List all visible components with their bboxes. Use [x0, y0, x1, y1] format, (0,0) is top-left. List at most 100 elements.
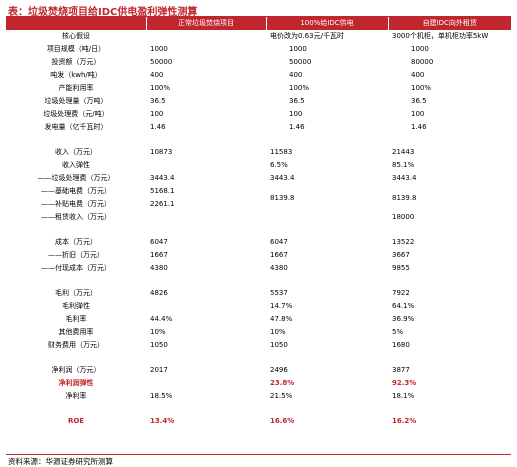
spacer-row [6, 403, 511, 415]
row-label: 发电量（亿千瓦时） [44, 123, 108, 131]
table-row: 毛利率 44.4% 47.8% 36.9% [6, 313, 511, 326]
row-label: 产能利用率 [58, 84, 94, 92]
header-cell: 100%给IDC供电 [265, 17, 388, 30]
table-row: 发电量（亿千瓦时） 1.46 1.46 1.46 [6, 121, 511, 134]
cell: 1680 [392, 341, 410, 349]
cell: 4380 [270, 264, 288, 272]
cell: 21443 [392, 148, 415, 156]
table-row: 项目规模（吨/日） 1000 1000 1000 [6, 43, 511, 56]
cell: 100 [150, 110, 164, 118]
cell: 13522 [392, 238, 415, 246]
cell: 16.2% [392, 417, 417, 425]
row-label: 吨发（kwh/吨） [50, 71, 102, 79]
table-row: 收入（万元） 10873 11583 21443 [6, 146, 511, 159]
cell: 1.46 [150, 123, 166, 131]
merged-cell: 8139.8 [392, 193, 417, 202]
table-row: 垃圾处理量（万吨） 36.5 36.5 36.5 [6, 95, 511, 108]
cell: 3443.4 [392, 174, 417, 182]
table-row: 毛利弹性 14.7% 64.1% [6, 300, 511, 313]
table-row: 吨发（kwh/吨） 400 400 400 [6, 69, 511, 82]
spacer-row [6, 275, 511, 287]
cell [146, 30, 266, 43]
table-row: ——付现成本（万元） 4380 4380 9855 [6, 262, 511, 275]
cell: 50000 [150, 58, 173, 66]
assumption-row: 核心假设 电价改为0.63元/千瓦时 3000个机柜，单机柜功率5kW [6, 30, 511, 43]
row-label: 毛利率 [65, 315, 87, 323]
row-label: ——租赁收入（万元） [41, 213, 111, 221]
cell: 11583 [270, 148, 293, 156]
table-row: ——基础电费（万元） 5168.1 8139.8 8139.8 [6, 185, 511, 202]
cell: 2017 [150, 366, 168, 374]
cell [146, 377, 266, 390]
cell: 3000个机柜，单机柜功率5kW [392, 32, 489, 40]
row-label: 净利率 [65, 392, 87, 400]
table-row: 其他费用率 10% 10% 5% [6, 326, 511, 339]
cell: 5168.1 [150, 187, 175, 195]
header-cell: 正常垃圾焚烧项目 [145, 17, 266, 30]
cell: 5% [392, 328, 404, 336]
cell: 13.4% [150, 417, 175, 425]
title-rule [6, 16, 511, 17]
cell: 36.5 [411, 97, 427, 105]
row-label: 财务费用（万元） [48, 341, 104, 349]
row-label: 净利润（万元） [51, 366, 101, 374]
cell: 44.4% [150, 315, 173, 323]
cell: 1667 [150, 251, 168, 259]
cell: 18.5% [150, 392, 173, 400]
cell: 50000 [289, 58, 312, 66]
cell: 3877 [392, 366, 410, 374]
row-label: 项目规模（吨/日） [46, 45, 106, 53]
row-label: ——付现成本（万元） [41, 264, 111, 272]
cell: 2496 [270, 366, 288, 374]
cell: 6.5% [270, 161, 288, 169]
roe-row: ROE 13.4% 16.6% 16.2% [6, 415, 511, 428]
row-label: 核心假设 [62, 32, 90, 40]
cell: 36.9% [392, 315, 415, 323]
cell: 1.46 [289, 123, 305, 131]
row-label: 成本（万元） [55, 238, 97, 246]
row-label: ROE [67, 417, 85, 425]
row-label: ——垃圾处理费（万元） [37, 174, 115, 182]
table-row: ——垃圾处理费（万元） 3443.4 3443.4 3443.4 [6, 172, 511, 185]
row-label: ——基础电费（万元） [41, 187, 111, 195]
cell: 1667 [270, 251, 288, 259]
table-row: 净利率 18.5% 21.5% 18.1% [6, 390, 511, 403]
cell: 14.7% [270, 302, 293, 310]
cell: 36.5 [289, 97, 305, 105]
cell: 7922 [392, 289, 410, 297]
cell [146, 159, 266, 172]
table-row: 毛利（万元） 4826 5537 7922 [6, 287, 511, 300]
cell: 23.8% [270, 379, 295, 387]
table-row: ——折旧（万元） 1667 1667 3667 [6, 249, 511, 262]
spacer-row [6, 224, 511, 236]
table-row: 净利润（万元） 2017 2496 3877 [6, 364, 511, 377]
cell: 85.1% [392, 161, 415, 169]
source-note: 资料来源：华源证券研究所测算 [8, 457, 113, 466]
cell: 6047 [270, 238, 288, 246]
row-label: 收入弹性 [62, 161, 90, 169]
header-cell [6, 17, 146, 30]
header-cell: 自建IDC向外租赁 [387, 17, 511, 30]
cell [266, 211, 388, 224]
table-title: 表：垃圾焚烧项目给IDC供电盈利弹性测算 [8, 7, 198, 18]
cell: 5537 [270, 289, 288, 297]
row-label: 垃圾处理费（元/吨） [43, 110, 109, 118]
cell: 18.1% [392, 392, 415, 400]
cell: 1050 [270, 341, 288, 349]
cell: 80000 [411, 58, 434, 66]
cell: 400 [289, 71, 303, 79]
cell: 2261.1 [150, 200, 175, 208]
cell: 100 [289, 110, 303, 118]
cell: 21.5% [270, 392, 293, 400]
cell: 16.6% [270, 417, 295, 425]
table-row: 财务费用（万元） 1050 1050 1680 [6, 339, 511, 352]
cell: 36.5 [150, 97, 166, 105]
row-label: 净利润弹性 [58, 379, 94, 387]
table-row: ——补贴电费（万元） 2261.1 [6, 198, 511, 211]
spacer-row [6, 352, 511, 364]
row-label: 其他费用率 [58, 328, 94, 336]
cell: 3443.4 [270, 174, 295, 182]
row-label: ——折旧（万元） [48, 251, 104, 259]
table-row: 投资额（万元） 50000 50000 80000 [6, 56, 511, 69]
cell: 6047 [150, 238, 168, 246]
